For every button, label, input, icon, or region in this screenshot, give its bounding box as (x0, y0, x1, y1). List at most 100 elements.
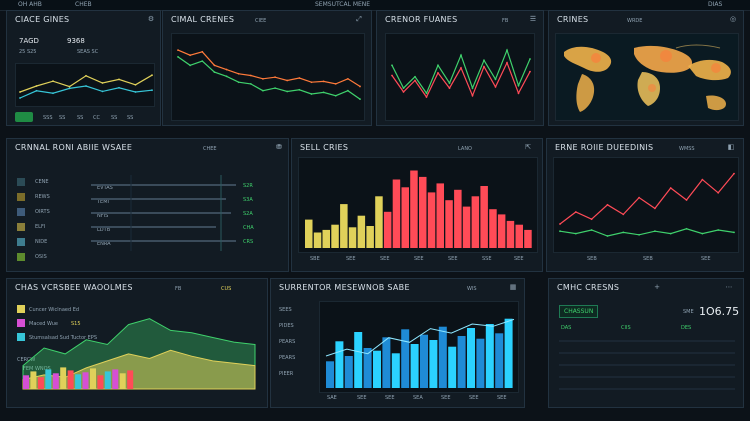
data-point (402, 91, 405, 93)
bar (497, 214, 506, 248)
camera-icon[interactable]: ◧ (727, 143, 735, 151)
data-point (68, 85, 71, 88)
p5-val-1: TEMI (97, 199, 110, 205)
bar (348, 227, 357, 248)
data-point (310, 81, 313, 84)
p5-col-2: S2A (243, 211, 253, 217)
mini-bar (82, 372, 89, 389)
p6-plot (298, 157, 538, 253)
bar (322, 229, 330, 248)
p1-stat-b: 9368 (67, 37, 85, 45)
data-point (638, 233, 640, 236)
p6-tick-1: SEE (346, 256, 356, 262)
bar (373, 350, 381, 388)
bar (313, 232, 322, 248)
data-point (85, 74, 87, 77)
data-point (574, 211, 577, 213)
data-point (249, 74, 252, 77)
chart-5 (22, 318, 256, 390)
p8-note2: FEM WNOS (23, 366, 51, 372)
topbar-left-b: CHEB (75, 1, 92, 8)
mini-bar (37, 377, 44, 389)
p6-tick-0: SBE (310, 256, 320, 262)
data-point (590, 229, 593, 231)
panel-3: CRENOR FUANES FB ☰ (376, 10, 544, 126)
p10-tag[interactable]: CHASSUN (559, 305, 599, 318)
p2-plot (171, 33, 365, 121)
globe-icon[interactable]: ◎ (729, 15, 737, 23)
panel-7: ERNE ROIIE DUEEDINIS WMSS ◧ SEB SEB SEE (546, 138, 744, 272)
p5-col-3: CHA (243, 225, 254, 231)
p1-tick-4: SS (111, 115, 118, 121)
settings-icon[interactable]: ⚙ (147, 15, 155, 23)
p6-tick-2: SEE (380, 256, 390, 262)
plot-bg (386, 34, 536, 122)
bar (419, 176, 427, 248)
data-point (151, 89, 153, 92)
bar (457, 336, 466, 388)
data-point (19, 91, 21, 93)
mini-bar (119, 373, 126, 389)
panel-1: CIACE GINES ⚙ 7AGD 9368 25 S25 SEAS SC S… (6, 10, 161, 126)
p1-tick-0: SSS (43, 115, 53, 121)
p5-col-4: CRS (243, 239, 254, 245)
p8-legend-2: Stumsalsad Sud Tuctor EPS (29, 335, 97, 341)
data-point (286, 79, 289, 82)
data-point (177, 55, 179, 58)
data-point (274, 76, 276, 79)
data-point (334, 94, 337, 97)
data-point (437, 64, 439, 67)
p10-col-1: CIIS (621, 325, 631, 331)
data-point (606, 203, 609, 206)
data-point (622, 213, 625, 216)
bar (524, 229, 532, 248)
p1-button[interactable] (15, 112, 33, 122)
bar (515, 224, 523, 248)
topbar-right-a: SEMSUTCAL MENE (315, 1, 371, 8)
p1-stat-d: SEAS SC (77, 49, 99, 55)
p6-tick-5: SSE (482, 256, 492, 262)
p5-val-3: LDTB (97, 227, 111, 233)
add-icon[interactable]: + (654, 283, 660, 291)
bar (427, 192, 436, 248)
data-point (225, 75, 228, 78)
p8-legend-0: Cuncer Wiclnaed Ed (29, 307, 80, 313)
data-point (414, 75, 416, 78)
panel-4-sub: WRDE (627, 18, 643, 24)
p6-tick-4: SEE (448, 256, 458, 262)
chart-4 (559, 172, 735, 237)
more-icon[interactable]: ⋯ (725, 283, 733, 291)
menu-icon[interactable]: ☰ (529, 15, 537, 23)
p8-plot (15, 299, 263, 397)
chart-3 (305, 170, 532, 248)
p9-left-4: PIEER (279, 371, 294, 377)
filter-icon[interactable]: ⛃ (276, 143, 282, 151)
data-point (529, 70, 531, 73)
data-point (471, 87, 474, 90)
data-point (52, 80, 54, 83)
p9-left-0: SEES (279, 307, 292, 313)
data-point (213, 64, 216, 67)
bar (401, 329, 410, 388)
data-point (506, 49, 508, 52)
expand-icon[interactable]: ⤢ (356, 15, 362, 23)
bar (410, 344, 419, 388)
bar (357, 215, 366, 248)
p8-legend-1-val: S15 (71, 321, 81, 327)
panel-9-title: SURRENTOR MESEWNOB SABE (279, 283, 410, 292)
p1-stat-c: 25 S25 (19, 49, 37, 55)
p7-tick-1: SEB (643, 256, 653, 262)
data-point (177, 49, 179, 52)
grid-icon[interactable]: ▦ (509, 283, 517, 291)
panel-7-sub: WMSS (679, 146, 695, 152)
data-point (437, 72, 439, 74)
p10-table (559, 335, 735, 401)
p5-row-5: OSIS (35, 254, 47, 260)
square-icon (17, 238, 25, 246)
bar (429, 340, 438, 388)
bar (354, 332, 363, 388)
share-icon[interactable]: ⇱ (525, 143, 531, 151)
panel-3-title: CRENOR FUANES (385, 15, 458, 24)
bar (489, 209, 497, 248)
mini-bar (60, 367, 67, 389)
